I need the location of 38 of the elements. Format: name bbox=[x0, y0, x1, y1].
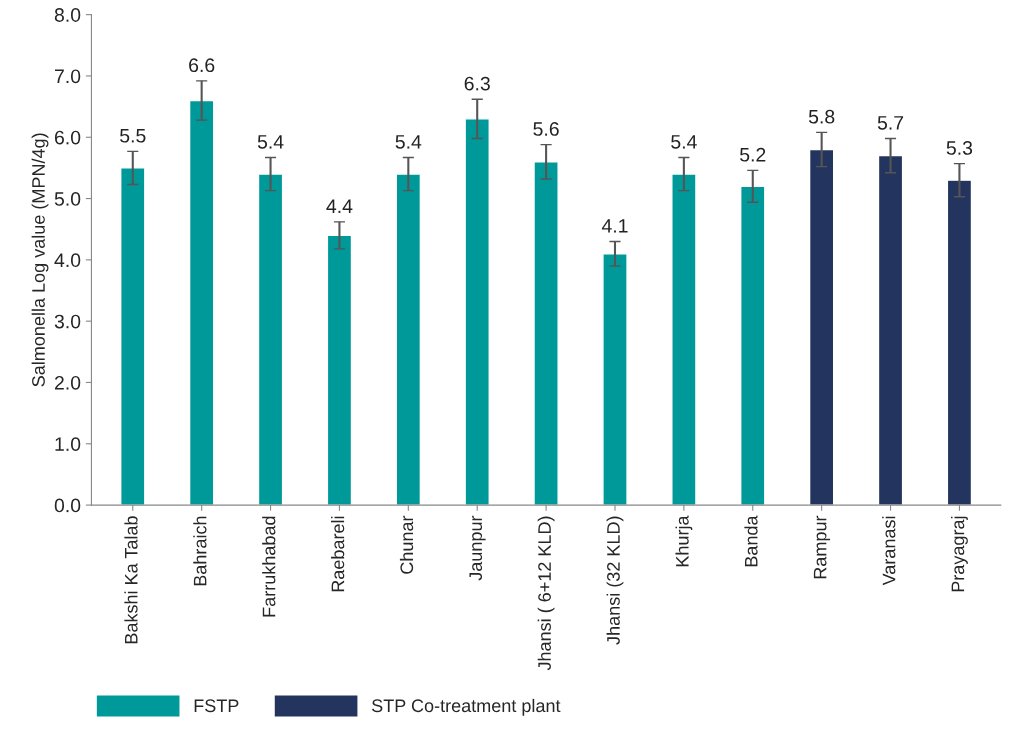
y-tick-label: 7.0 bbox=[54, 69, 81, 84]
y-tick-label: 6.0 bbox=[54, 130, 81, 145]
data-label: 5.3 bbox=[946, 141, 973, 155]
data-label: 5.5 bbox=[120, 129, 146, 143]
x-tick-label: Bakshi Ka Talab bbox=[124, 516, 138, 644]
data-label: 5.4 bbox=[257, 135, 284, 149]
legend-label: STP Co-treatment plant bbox=[371, 698, 561, 716]
x-tick-label: Chunar bbox=[399, 515, 414, 574]
y-tick-label: 0.0 bbox=[54, 498, 81, 513]
x-tick-label: Bahraich bbox=[193, 516, 207, 586]
data-label: 5.6 bbox=[533, 122, 559, 136]
data-label: 5.4 bbox=[395, 135, 422, 149]
data-label: 5.8 bbox=[808, 109, 835, 124]
data-label: 5.2 bbox=[740, 147, 766, 162]
y-tick-label: 1.0 bbox=[55, 437, 81, 452]
data-label: 4.4 bbox=[326, 199, 353, 213]
x-tick-label: Farrukhabad bbox=[262, 516, 276, 617]
data-label: 4.1 bbox=[601, 219, 628, 233]
y-tick-label: 5.0 bbox=[54, 192, 81, 206]
x-tick-label: Jhansi ( 6+12 KLD) bbox=[537, 516, 555, 671]
y-axis-title: Salmonella Log value (MPN/4g) bbox=[31, 133, 49, 387]
y-tick-label: 2.0 bbox=[54, 375, 81, 390]
data-label: 5.7 bbox=[877, 116, 904, 130]
x-tick-label: Jhansi (32 KLD) bbox=[606, 516, 624, 645]
legend-label: FSTP bbox=[194, 699, 239, 713]
data-label: 6.3 bbox=[464, 76, 490, 91]
data-label: 5.4 bbox=[671, 135, 697, 149]
x-tick-label: Prayagraj bbox=[951, 516, 968, 592]
x-tick-label: Khurja bbox=[675, 515, 693, 567]
x-tick-label: Rampur bbox=[813, 515, 831, 579]
y-tick-label: 3.0 bbox=[54, 314, 81, 329]
y-tick-label: 4.0 bbox=[54, 253, 81, 268]
x-tick-label: Jaunpur bbox=[469, 515, 486, 581]
x-tick-label: Raebareli bbox=[331, 516, 345, 592]
x-tick-label: Banda bbox=[744, 515, 758, 567]
x-tick-label: Varanasi bbox=[882, 516, 896, 586]
y-tick-label: 8.0 bbox=[54, 8, 81, 22]
data-label: 6.6 bbox=[189, 58, 215, 73]
